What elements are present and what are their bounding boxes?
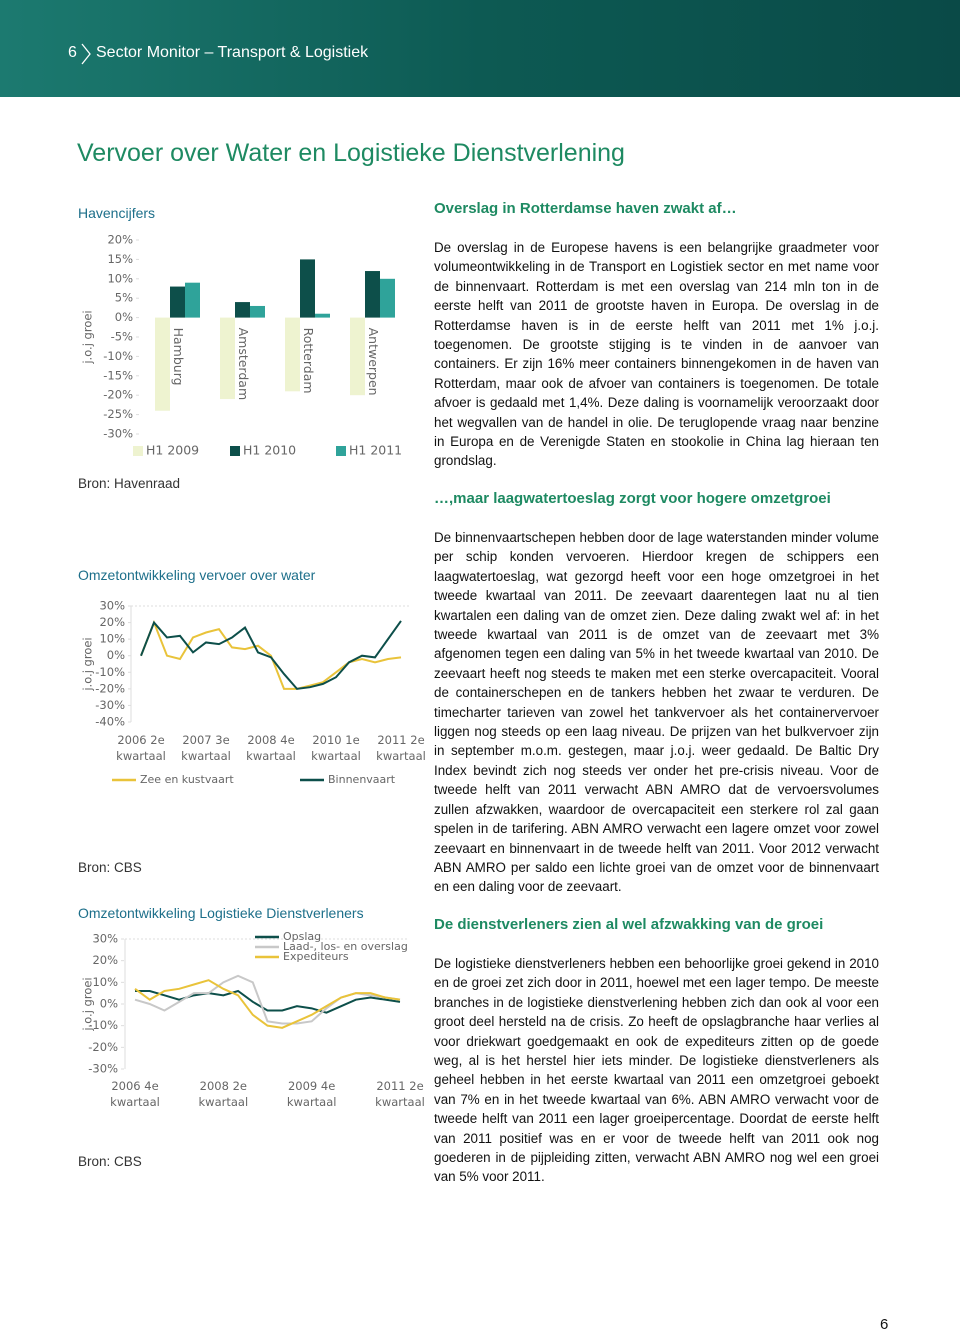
section-heading: De dienstverleners zien al wel afzwakkin… bbox=[434, 916, 824, 933]
y-tick-label: 20% bbox=[92, 953, 118, 967]
chart-source: Bron: Havenraad bbox=[78, 476, 181, 491]
section-heading: …,maar laagwatertoeslag zorgt voor hoger… bbox=[434, 490, 831, 507]
y-axis-label: j.o.j groei bbox=[81, 977, 95, 1031]
y-tick-label: -10% bbox=[95, 665, 125, 679]
legend-label: Zee en kustvaart bbox=[140, 773, 234, 786]
category-label: Rotterdam bbox=[301, 328, 316, 394]
chevron bbox=[81, 43, 91, 65]
y-tick-label: 0% bbox=[107, 648, 125, 662]
legend-label: H1 2011 bbox=[349, 443, 402, 458]
chart-source: Bron: CBS bbox=[78, 1154, 142, 1169]
line-series bbox=[140, 620, 402, 690]
chart-source: Bron: CBS bbox=[78, 860, 142, 875]
x-tick-label: 2007 3e kwartaal bbox=[181, 733, 231, 763]
section-body: De logistieke dienstverleners hebben een… bbox=[434, 954, 879, 1187]
category-label: Antwerpen bbox=[366, 328, 381, 396]
y-tick-label: 30% bbox=[99, 599, 125, 613]
x-tick-label: 2011 2e kwartaal bbox=[376, 733, 426, 763]
legend-label: Laad-, los- en overslag bbox=[283, 940, 408, 953]
y-tick-label: -30% bbox=[95, 698, 125, 712]
bar bbox=[185, 282, 200, 318]
page-number: 6 bbox=[880, 1316, 889, 1333]
y-axis-label: j.o.j groei bbox=[81, 637, 95, 691]
legend-swatch bbox=[230, 446, 240, 456]
section: …,maar laagwatertoeslag zorgt voor hoger… bbox=[434, 490, 879, 507]
y-tick-label: 20% bbox=[99, 615, 125, 629]
bar bbox=[300, 259, 315, 318]
legend-label: H1 2009 bbox=[146, 443, 199, 458]
y-tick-label: 15% bbox=[107, 252, 133, 266]
y-tick-label: -40% bbox=[95, 715, 125, 729]
section-heading: Overslag in Rotterdamse haven zwakt af… bbox=[434, 200, 737, 217]
legend-label: Binnenvaart bbox=[328, 773, 396, 786]
paragraph: De logistieke dienstverleners hebben een… bbox=[434, 956, 879, 1185]
section: Overslag in Rotterdamse haven zwakt af… bbox=[434, 200, 879, 217]
y-tick-label: -10% bbox=[88, 1018, 118, 1032]
y-tick-label: 5% bbox=[115, 291, 133, 305]
y-tick-label: -20% bbox=[88, 1040, 118, 1054]
x-tick-label: 2008 4e kwartaal bbox=[246, 733, 296, 763]
bar bbox=[380, 278, 395, 318]
bar bbox=[235, 302, 250, 318]
bar bbox=[285, 317, 300, 392]
x-tick-label: 2010 1e kwartaal bbox=[311, 733, 361, 763]
bar bbox=[365, 271, 380, 318]
y-tick-label: -5% bbox=[111, 330, 133, 344]
page-title: Vervoer over Water en Logistieke Dienstv… bbox=[77, 139, 625, 167]
y-tick-label: 30% bbox=[92, 932, 118, 946]
charts: j.o.j groei-30%-25%-20%-15%-10%-5%0%5%10… bbox=[81, 233, 409, 1076]
chart-title: Omzetontwikkeling Logistieke Dienstverle… bbox=[78, 905, 364, 921]
x-tick-label: 2006 4e kwartaal bbox=[110, 1079, 160, 1109]
y-tick-label: -30% bbox=[88, 1062, 118, 1076]
section: De dienstverleners zien al wel afzwakkin… bbox=[434, 916, 879, 933]
header-band: 6 Sector Monitor – Transport & Logistiek bbox=[0, 0, 960, 97]
category-label: Amsterdam bbox=[236, 328, 251, 401]
y-tick-label: 20% bbox=[107, 233, 133, 247]
y-tick-label: 10% bbox=[99, 632, 125, 646]
bar bbox=[155, 317, 170, 411]
line-series bbox=[135, 989, 401, 1014]
chart-title: Havencijfers bbox=[78, 205, 156, 221]
chart-title: Omzetontwikkeling vervoer over water bbox=[78, 567, 316, 583]
legend-label: Opslag bbox=[283, 930, 321, 943]
bar bbox=[250, 305, 265, 318]
y-tick-label: 0% bbox=[115, 310, 133, 324]
category-label: Hamburg bbox=[171, 328, 186, 386]
header-page: 6 bbox=[68, 44, 77, 61]
legend-label: Expediteurs bbox=[283, 950, 349, 963]
legend-swatch bbox=[133, 446, 143, 456]
y-tick-label: -10% bbox=[103, 349, 133, 363]
bar bbox=[170, 286, 185, 318]
paragraph: De binnenvaartschepen hebben door de lag… bbox=[434, 530, 879, 895]
y-tick-label: 10% bbox=[92, 975, 118, 989]
paragraph: De overslag in de Europese havens is een… bbox=[434, 240, 879, 469]
line-series bbox=[134, 979, 401, 1029]
x-tick-label: 2011 2e kwartaal bbox=[375, 1079, 425, 1109]
y-tick-label: -30% bbox=[103, 427, 133, 441]
y-axis-label: j.o.j groei bbox=[81, 310, 95, 364]
section-body: De overslag in de Europese havens is een… bbox=[434, 238, 879, 471]
y-tick-label: -20% bbox=[95, 681, 125, 695]
legend-swatch bbox=[336, 446, 346, 456]
y-tick-label: -15% bbox=[103, 368, 133, 382]
x-tick-label: 2009 4e kwartaal bbox=[286, 1079, 337, 1109]
x-tick-label: 2006 2e kwartaal bbox=[116, 733, 166, 763]
line-series bbox=[140, 619, 402, 690]
bar bbox=[350, 317, 365, 396]
x-tick-label: 2008 2e kwartaal bbox=[198, 1079, 249, 1109]
legend-label: H1 2010 bbox=[243, 443, 296, 458]
y-tick-label: 0% bbox=[100, 997, 118, 1011]
bar bbox=[220, 317, 235, 400]
section-body: De binnenvaartschepen hebben door de lag… bbox=[434, 528, 879, 897]
y-tick-label: -20% bbox=[103, 388, 133, 402]
y-tick-label: 10% bbox=[107, 271, 133, 285]
y-tick-label: -25% bbox=[103, 407, 133, 421]
header-title: Sector Monitor – Transport & Logistiek bbox=[96, 44, 369, 61]
bar bbox=[315, 313, 330, 318]
